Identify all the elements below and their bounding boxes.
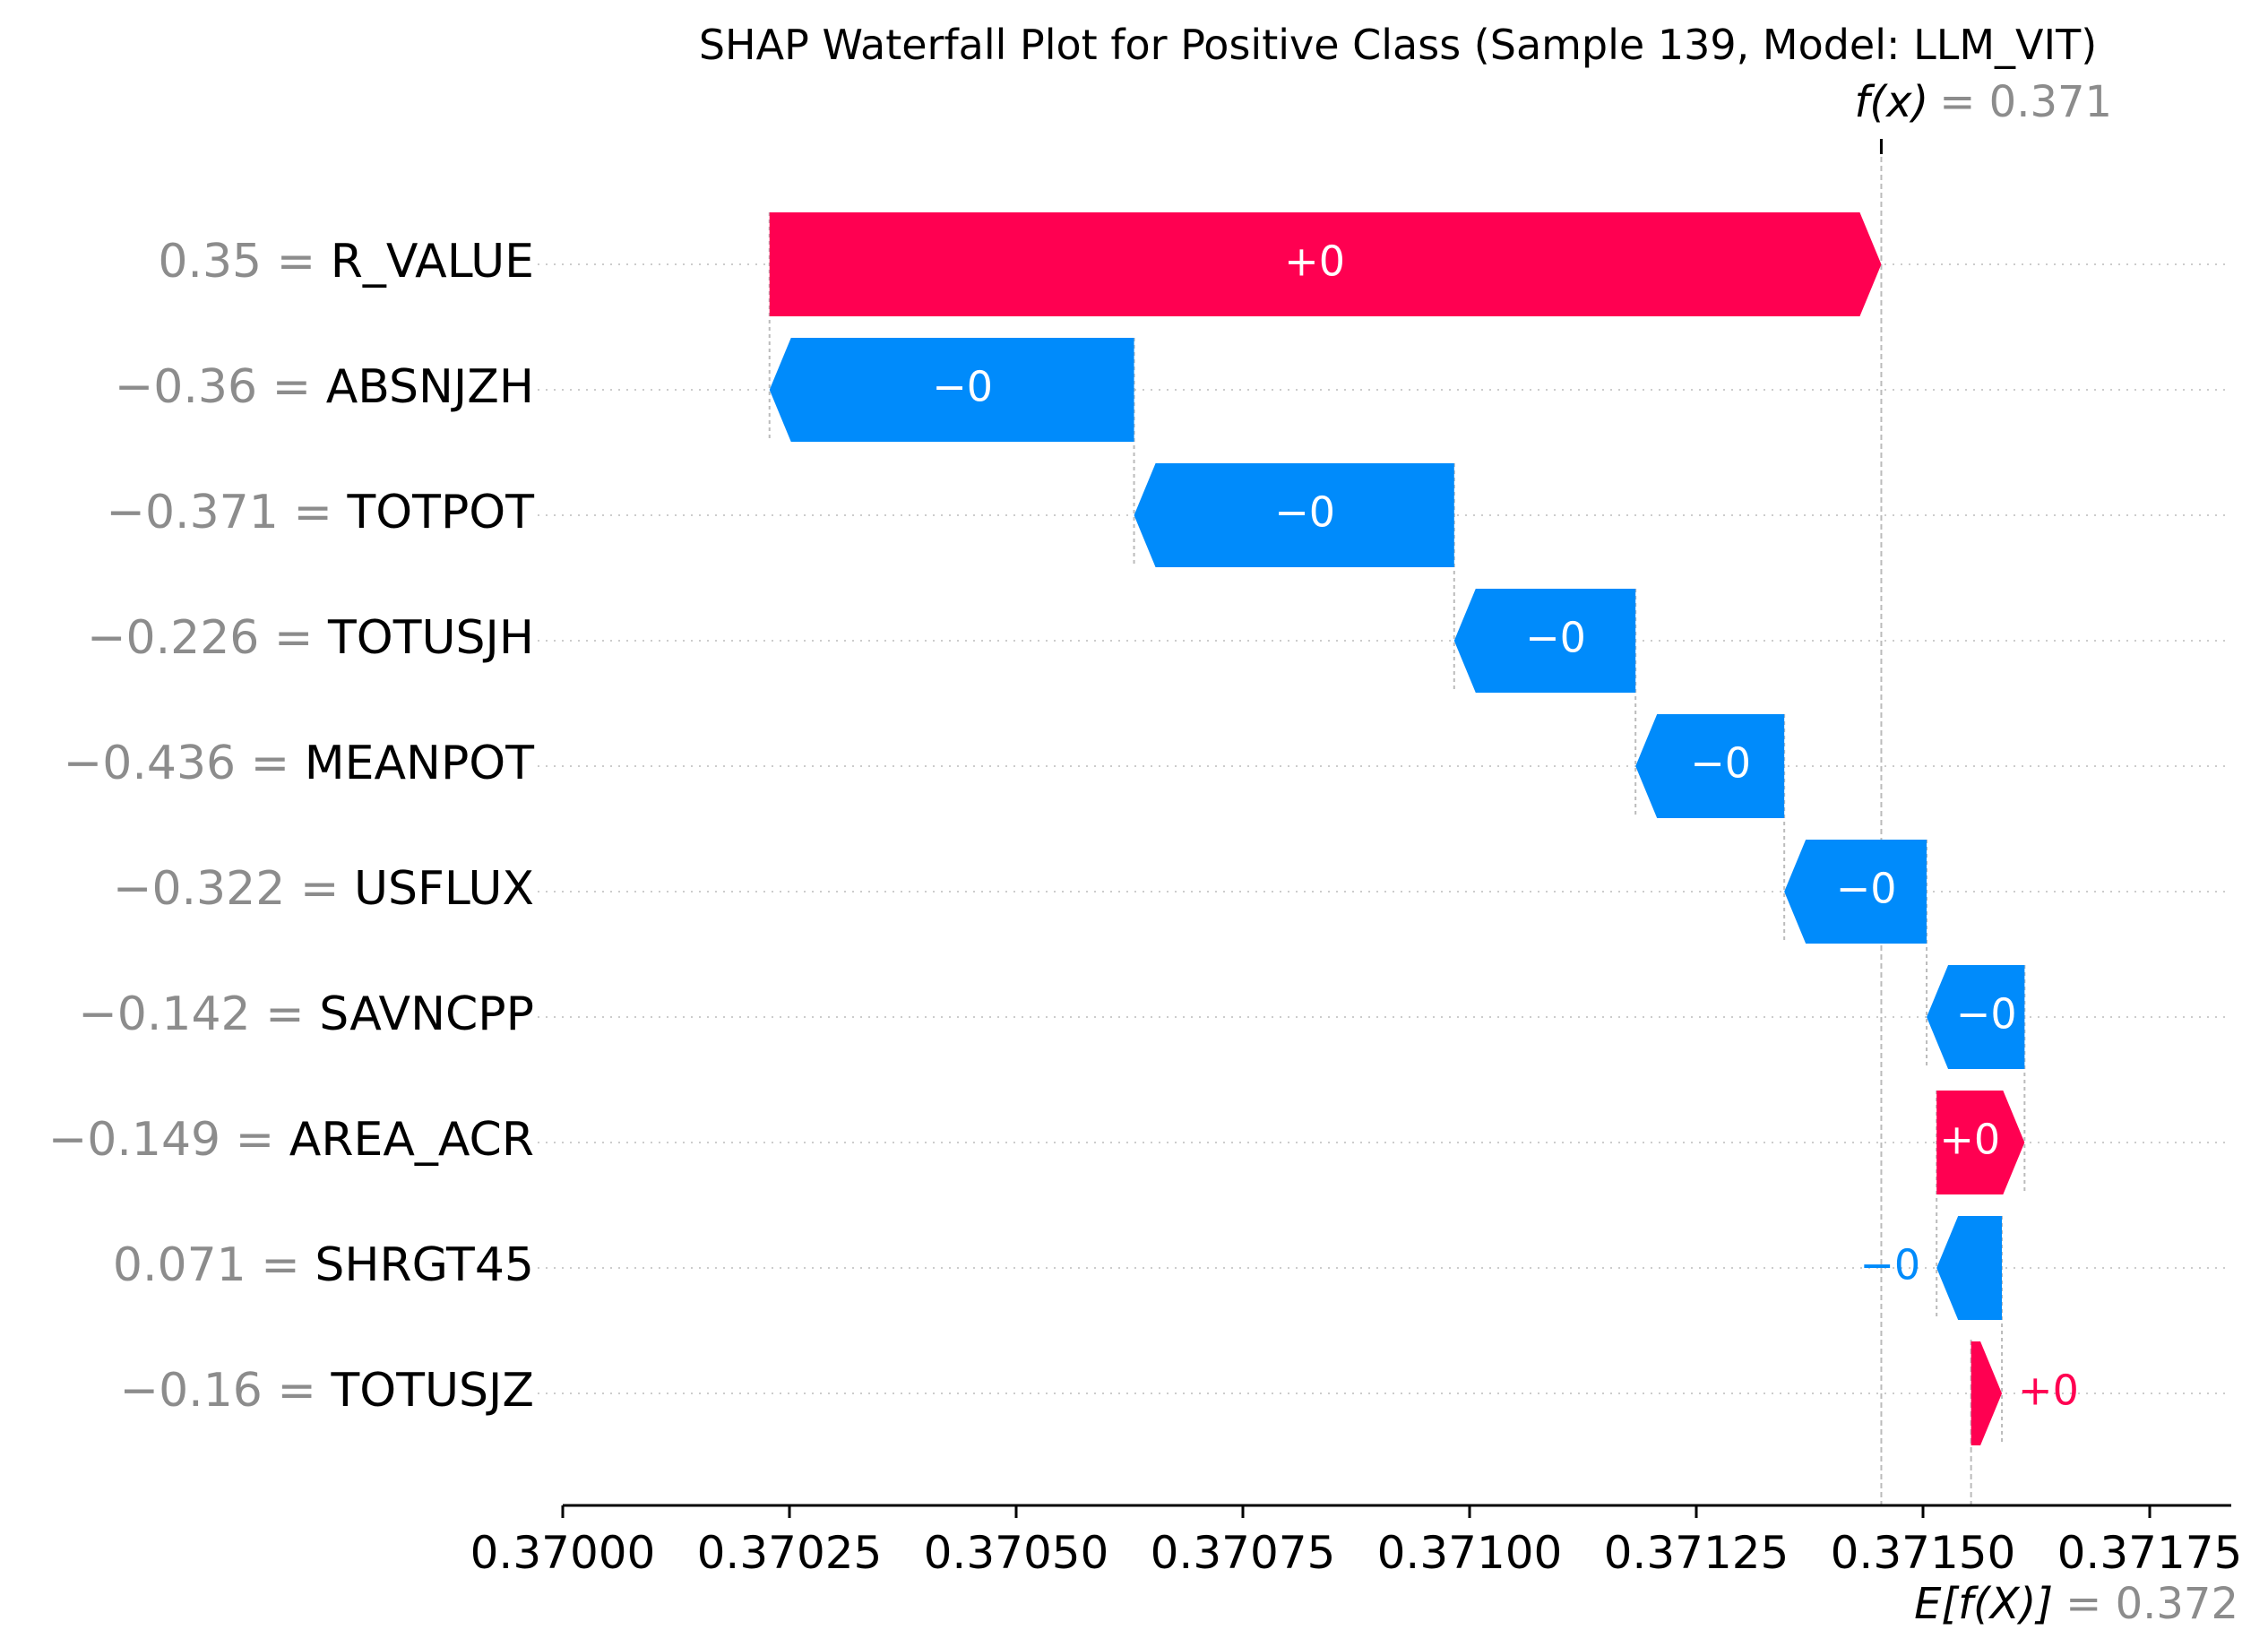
bar-value-label: −0 <box>1859 1241 1920 1289</box>
bars: +0 −0 −0 −0 −0 −0 −0 +0 −0 +0 <box>769 212 2079 1445</box>
efx-annotation: E[f(X)] = 0.372 <box>1914 1579 2238 1629</box>
bar-usflux <box>1784 840 1927 944</box>
feature-value: −0.371 = <box>106 486 347 539</box>
efx-value: = 0.372 <box>2065 1579 2238 1629</box>
feature-label: −0.36 = ABSNJZH <box>115 360 534 414</box>
bar-r-value <box>769 212 1882 316</box>
bar-value-label: −0 <box>1690 739 1751 788</box>
feature-label: −0.149 = AREA_ACR <box>48 1113 534 1167</box>
feature-name: R_VALUE <box>331 235 534 289</box>
feature-label: −0.436 = MEANPOT <box>64 737 535 790</box>
bar-value-label: +0 <box>2018 1367 2079 1415</box>
bar-totpot <box>1134 463 1454 567</box>
x-tick-label: 0.37150 <box>1831 1527 2016 1579</box>
fx-value: = 0.371 <box>1939 77 2112 127</box>
feature-name: SAVNCPP <box>319 987 534 1041</box>
x-tick-label: 0.37050 <box>924 1527 1109 1579</box>
bar-value-label: −0 <box>1274 488 1335 537</box>
bar-meanpot <box>1635 714 1785 818</box>
bar-value-label: −0 <box>932 363 993 411</box>
feature-name: TOTPOT <box>346 486 534 539</box>
bar-value-label: −0 <box>1836 865 1897 913</box>
feature-value: −0.226 = <box>87 611 328 665</box>
feature-value: −0.142 = <box>78 987 319 1041</box>
bar-value-label: +0 <box>1284 237 1345 286</box>
fx-label: f(x) <box>1854 77 1928 127</box>
feature-name: USFLUX <box>354 862 534 916</box>
fx-annotation: f(x) = 0.371 <box>1854 77 2112 127</box>
feature-value: −0.16 = <box>120 1364 332 1418</box>
feature-label: −0.226 = TOTUSJH <box>87 611 534 665</box>
feature-value: −0.436 = <box>64 737 305 790</box>
feature-value: −0.149 = <box>48 1113 289 1167</box>
feature-label: −0.142 = SAVNCPP <box>78 987 534 1041</box>
bar-area-acr <box>1936 1091 2025 1194</box>
bar-totusjz <box>1970 1341 2003 1445</box>
feature-label: 0.35 = R_VALUE <box>158 235 534 289</box>
feature-value: 0.35 = <box>158 235 330 289</box>
bar-value-label: −0 <box>1956 990 2017 1039</box>
feature-name: MEANPOT <box>305 737 534 790</box>
x-tick-label: 0.37100 <box>1377 1527 1563 1579</box>
feature-value: −0.36 = <box>115 360 326 414</box>
x-tick-label: 0.37000 <box>470 1527 656 1579</box>
feature-value: −0.322 = <box>113 862 354 916</box>
x-tick-label: 0.37175 <box>2057 1527 2243 1579</box>
x-tick-label: 0.37025 <box>697 1527 883 1579</box>
x-axis: 0.37000 0.37025 0.37050 0.37075 0.37100 0.371… <box>470 77 2243 1629</box>
feature-name: TOTUSJH <box>327 611 534 665</box>
x-tick-label: 0.37125 <box>1604 1527 1789 1579</box>
x-tick-label: 0.37075 <box>1151 1527 1336 1579</box>
chart-title: SHAP Waterfall Plot for Positive Class (… <box>699 21 2097 69</box>
feature-labels: 0.35 = R_VALUE −0.36 = ABSNJZH −0.371 = TO… <box>48 235 535 1418</box>
feature-name: SHRGT45 <box>315 1238 534 1292</box>
feature-label: −0.322 = USFLUX <box>113 862 534 916</box>
feature-value: 0.071 = <box>113 1238 315 1292</box>
feature-name: AREA_ACR <box>289 1113 534 1167</box>
bar-shrgt45 <box>1936 1216 2003 1320</box>
feature-label: −0.371 = TOTPOT <box>106 486 534 539</box>
bar-savncpp <box>1927 965 2025 1069</box>
feature-label: −0.16 = TOTUSJZ <box>120 1364 534 1418</box>
feature-name: TOTUSJZ <box>331 1364 534 1418</box>
bar-value-label: −0 <box>1525 614 1586 662</box>
efx-label: E[f(X)] <box>1914 1579 2053 1629</box>
bar-totusjh <box>1453 589 1636 693</box>
bar-value-label: +0 <box>1939 1116 2000 1164</box>
bar-absnjzh <box>769 338 1134 442</box>
feature-label: 0.071 = SHRGT45 <box>113 1238 534 1292</box>
feature-name: ABSNJZH <box>326 360 534 414</box>
